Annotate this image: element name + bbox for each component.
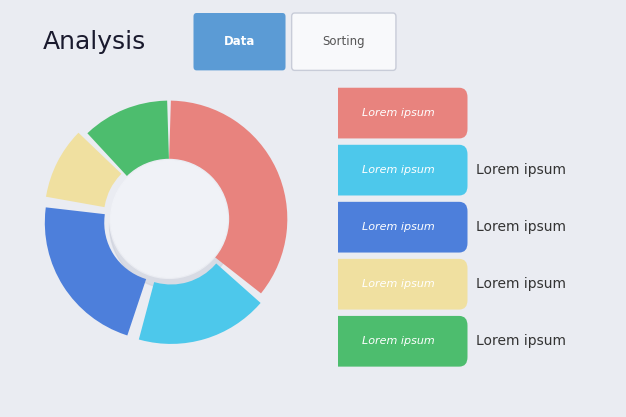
FancyBboxPatch shape: [193, 13, 285, 70]
Wedge shape: [171, 103, 285, 291]
Wedge shape: [90, 103, 167, 174]
Wedge shape: [46, 209, 144, 333]
Circle shape: [110, 163, 235, 289]
Text: Lorem ipsum: Lorem ipsum: [362, 222, 435, 232]
Text: Lorem ipsum: Lorem ipsum: [476, 277, 566, 291]
Text: Lorem ipsum: Lorem ipsum: [476, 163, 566, 177]
Text: Data: Data: [224, 35, 255, 48]
Text: Lorem ipsum: Lorem ipsum: [362, 165, 435, 175]
Circle shape: [111, 161, 227, 277]
Wedge shape: [48, 135, 119, 205]
Text: Lorem ipsum: Lorem ipsum: [362, 279, 435, 289]
Text: Analysis: Analysis: [43, 30, 146, 54]
Text: Lorem ipsum: Lorem ipsum: [362, 336, 435, 346]
FancyBboxPatch shape: [330, 145, 468, 196]
Circle shape: [110, 159, 228, 279]
Text: Lorem ipsum: Lorem ipsum: [362, 108, 435, 118]
FancyBboxPatch shape: [330, 316, 468, 367]
FancyBboxPatch shape: [292, 13, 396, 70]
Text: Lorem ipsum: Lorem ipsum: [476, 220, 566, 234]
FancyBboxPatch shape: [330, 259, 468, 309]
Text: Sorting: Sorting: [322, 35, 365, 48]
Text: Lorem ipsum: Lorem ipsum: [476, 334, 566, 348]
FancyBboxPatch shape: [330, 202, 468, 253]
FancyBboxPatch shape: [330, 88, 468, 138]
Wedge shape: [141, 266, 258, 342]
